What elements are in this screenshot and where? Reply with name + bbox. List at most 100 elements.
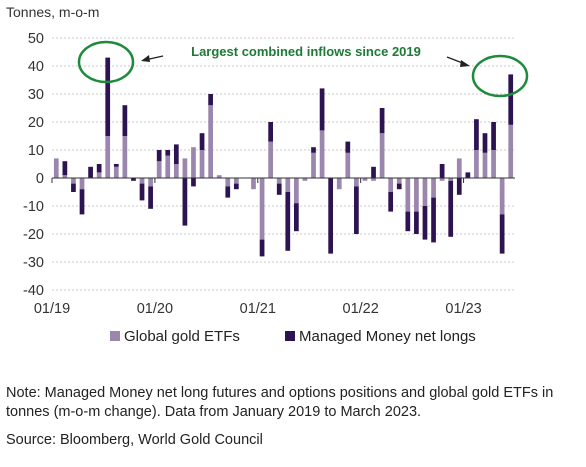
bar-managed-money-net-longs bbox=[165, 150, 171, 156]
y-tick-label: 50 bbox=[28, 31, 44, 47]
bar-global-gold-etfs bbox=[354, 178, 359, 187]
bar-global-gold-etfs bbox=[79, 178, 85, 190]
bar-global-gold-etfs bbox=[105, 136, 111, 178]
bar-managed-money-net-longs bbox=[294, 203, 299, 232]
source-note: Source: Bloomberg, World Gold Council bbox=[6, 432, 263, 448]
bar-global-gold-etfs bbox=[422, 178, 428, 206]
bar-managed-money-net-longs bbox=[448, 180, 454, 237]
bar-managed-money-net-longs bbox=[508, 74, 514, 125]
bar-managed-money-net-longs bbox=[465, 172, 471, 178]
bar-global-gold-etfs bbox=[156, 161, 162, 178]
bar-managed-money-net-longs bbox=[371, 166, 376, 178]
bar-global-gold-etfs bbox=[139, 178, 145, 184]
arrowhead-left bbox=[141, 55, 150, 62]
bar-global-gold-etfs bbox=[216, 175, 222, 178]
bar-managed-money-net-longs bbox=[139, 183, 145, 201]
y-tick-label: 0 bbox=[36, 171, 44, 187]
bar-managed-money-net-longs bbox=[122, 105, 128, 136]
x-tick-label: 01/19 bbox=[34, 301, 70, 317]
x-tick-labels: 01/19 01/20 01/21 01/22 01/23 bbox=[34, 178, 482, 317]
bar-global-gold-etfs bbox=[491, 150, 496, 178]
bar-managed-money-net-longs bbox=[319, 88, 325, 131]
y-tick-label: 20 bbox=[28, 115, 44, 131]
bar-global-gold-etfs bbox=[285, 178, 291, 192]
y-tick-label: -40 bbox=[23, 283, 44, 299]
bar-managed-money-net-longs bbox=[156, 150, 162, 162]
bar-managed-money-net-longs bbox=[199, 133, 205, 150]
bar-managed-money-net-longs bbox=[173, 144, 179, 164]
y-tick-label: -20 bbox=[23, 227, 44, 243]
legend-swatch-managed-money bbox=[285, 331, 295, 341]
y-tick-label: -30 bbox=[23, 255, 44, 271]
bar-global-gold-etfs bbox=[448, 178, 454, 181]
bar-managed-money-net-longs bbox=[482, 133, 488, 153]
bar-global-gold-etfs bbox=[345, 152, 351, 178]
bar-managed-money-net-longs bbox=[396, 183, 402, 190]
bar-managed-money-net-longs bbox=[131, 178, 136, 181]
bar-global-gold-etfs bbox=[431, 178, 436, 198]
grid-lines bbox=[52, 37, 515, 291]
bar-managed-money-net-longs bbox=[431, 197, 436, 243]
arrowhead-right bbox=[460, 60, 470, 67]
bar-managed-money-net-longs bbox=[225, 186, 231, 198]
highlight-circle-2023 bbox=[471, 54, 529, 98]
bar-managed-money-net-longs bbox=[79, 189, 85, 215]
bar-managed-money-net-longs bbox=[311, 147, 316, 153]
bar-global-gold-etfs bbox=[371, 178, 376, 181]
bars bbox=[53, 57, 514, 257]
y-tick-label: 40 bbox=[28, 59, 44, 75]
bar-managed-money-net-longs bbox=[96, 164, 102, 173]
bar-managed-money-net-longs bbox=[62, 161, 68, 176]
y-axis-unit-label: Tonnes, m-o-m bbox=[6, 4, 100, 20]
bar-managed-money-net-longs bbox=[233, 183, 239, 190]
bar-managed-money-net-longs bbox=[439, 164, 445, 178]
bar-managed-money-net-longs bbox=[113, 164, 119, 167]
bar-managed-money-net-longs bbox=[491, 122, 496, 150]
bar-global-gold-etfs bbox=[405, 178, 411, 212]
bar-global-gold-etfs bbox=[53, 158, 59, 178]
y-tick-label: -10 bbox=[23, 199, 44, 215]
bar-managed-money-net-longs bbox=[105, 57, 111, 136]
x-tick-label: 01/23 bbox=[445, 301, 481, 317]
legend-label-global-gold-etfs: Global gold ETFs bbox=[124, 328, 240, 345]
bar-global-gold-etfs bbox=[482, 152, 488, 178]
annotation-text: Largest combined inflows since 2019 bbox=[191, 44, 421, 59]
bar-global-gold-etfs bbox=[191, 147, 196, 178]
bar-managed-money-net-longs bbox=[474, 119, 479, 150]
bar-managed-money-net-longs bbox=[388, 192, 394, 212]
bar-managed-money-net-longs bbox=[456, 178, 462, 195]
bar-global-gold-etfs bbox=[414, 178, 419, 212]
bar-managed-money-net-longs bbox=[499, 214, 505, 254]
bar-global-gold-etfs bbox=[379, 133, 385, 178]
x-tick-label: 01/20 bbox=[137, 301, 173, 317]
bar-global-gold-etfs bbox=[508, 124, 514, 178]
bar-global-gold-etfs bbox=[165, 155, 171, 178]
legend-label-managed-money: Managed Money net longs bbox=[299, 328, 476, 345]
bar-global-gold-etfs bbox=[199, 150, 205, 178]
bar-global-gold-etfs bbox=[259, 178, 265, 240]
bar-managed-money-net-longs bbox=[285, 192, 291, 251]
bar-global-gold-etfs bbox=[474, 150, 479, 178]
bar-global-gold-etfs bbox=[208, 105, 213, 178]
footnote: Note: Managed Money net long futures and… bbox=[6, 385, 554, 420]
x-tick-label: 01/22 bbox=[343, 301, 379, 317]
legend-swatch-global-gold-etfs bbox=[110, 331, 120, 341]
bar-managed-money-net-longs bbox=[405, 211, 411, 232]
bar-global-gold-etfs bbox=[62, 175, 68, 178]
bar-global-gold-etfs bbox=[268, 141, 273, 178]
bar-managed-money-net-longs bbox=[191, 178, 196, 187]
bar-managed-money-net-longs bbox=[414, 211, 419, 234]
annotation: Largest combined inflows since 2019 bbox=[77, 40, 529, 98]
legend: Global gold ETFs Managed Money net longs bbox=[110, 328, 476, 345]
bar-managed-money-net-longs bbox=[71, 183, 76, 192]
y-tick-labels: 50 40 30 20 10 0 -10 -20 -30 -40 bbox=[23, 31, 44, 299]
bar-managed-money-net-longs bbox=[345, 141, 351, 153]
bar-global-gold-etfs bbox=[302, 178, 308, 181]
bar-global-gold-etfs bbox=[439, 178, 445, 181]
bar-global-gold-etfs bbox=[388, 178, 394, 192]
bar-managed-money-net-longs bbox=[328, 178, 334, 254]
bar-global-gold-etfs bbox=[294, 178, 299, 204]
bar-managed-money-net-longs bbox=[379, 108, 385, 134]
y-tick-label: 10 bbox=[28, 143, 44, 159]
